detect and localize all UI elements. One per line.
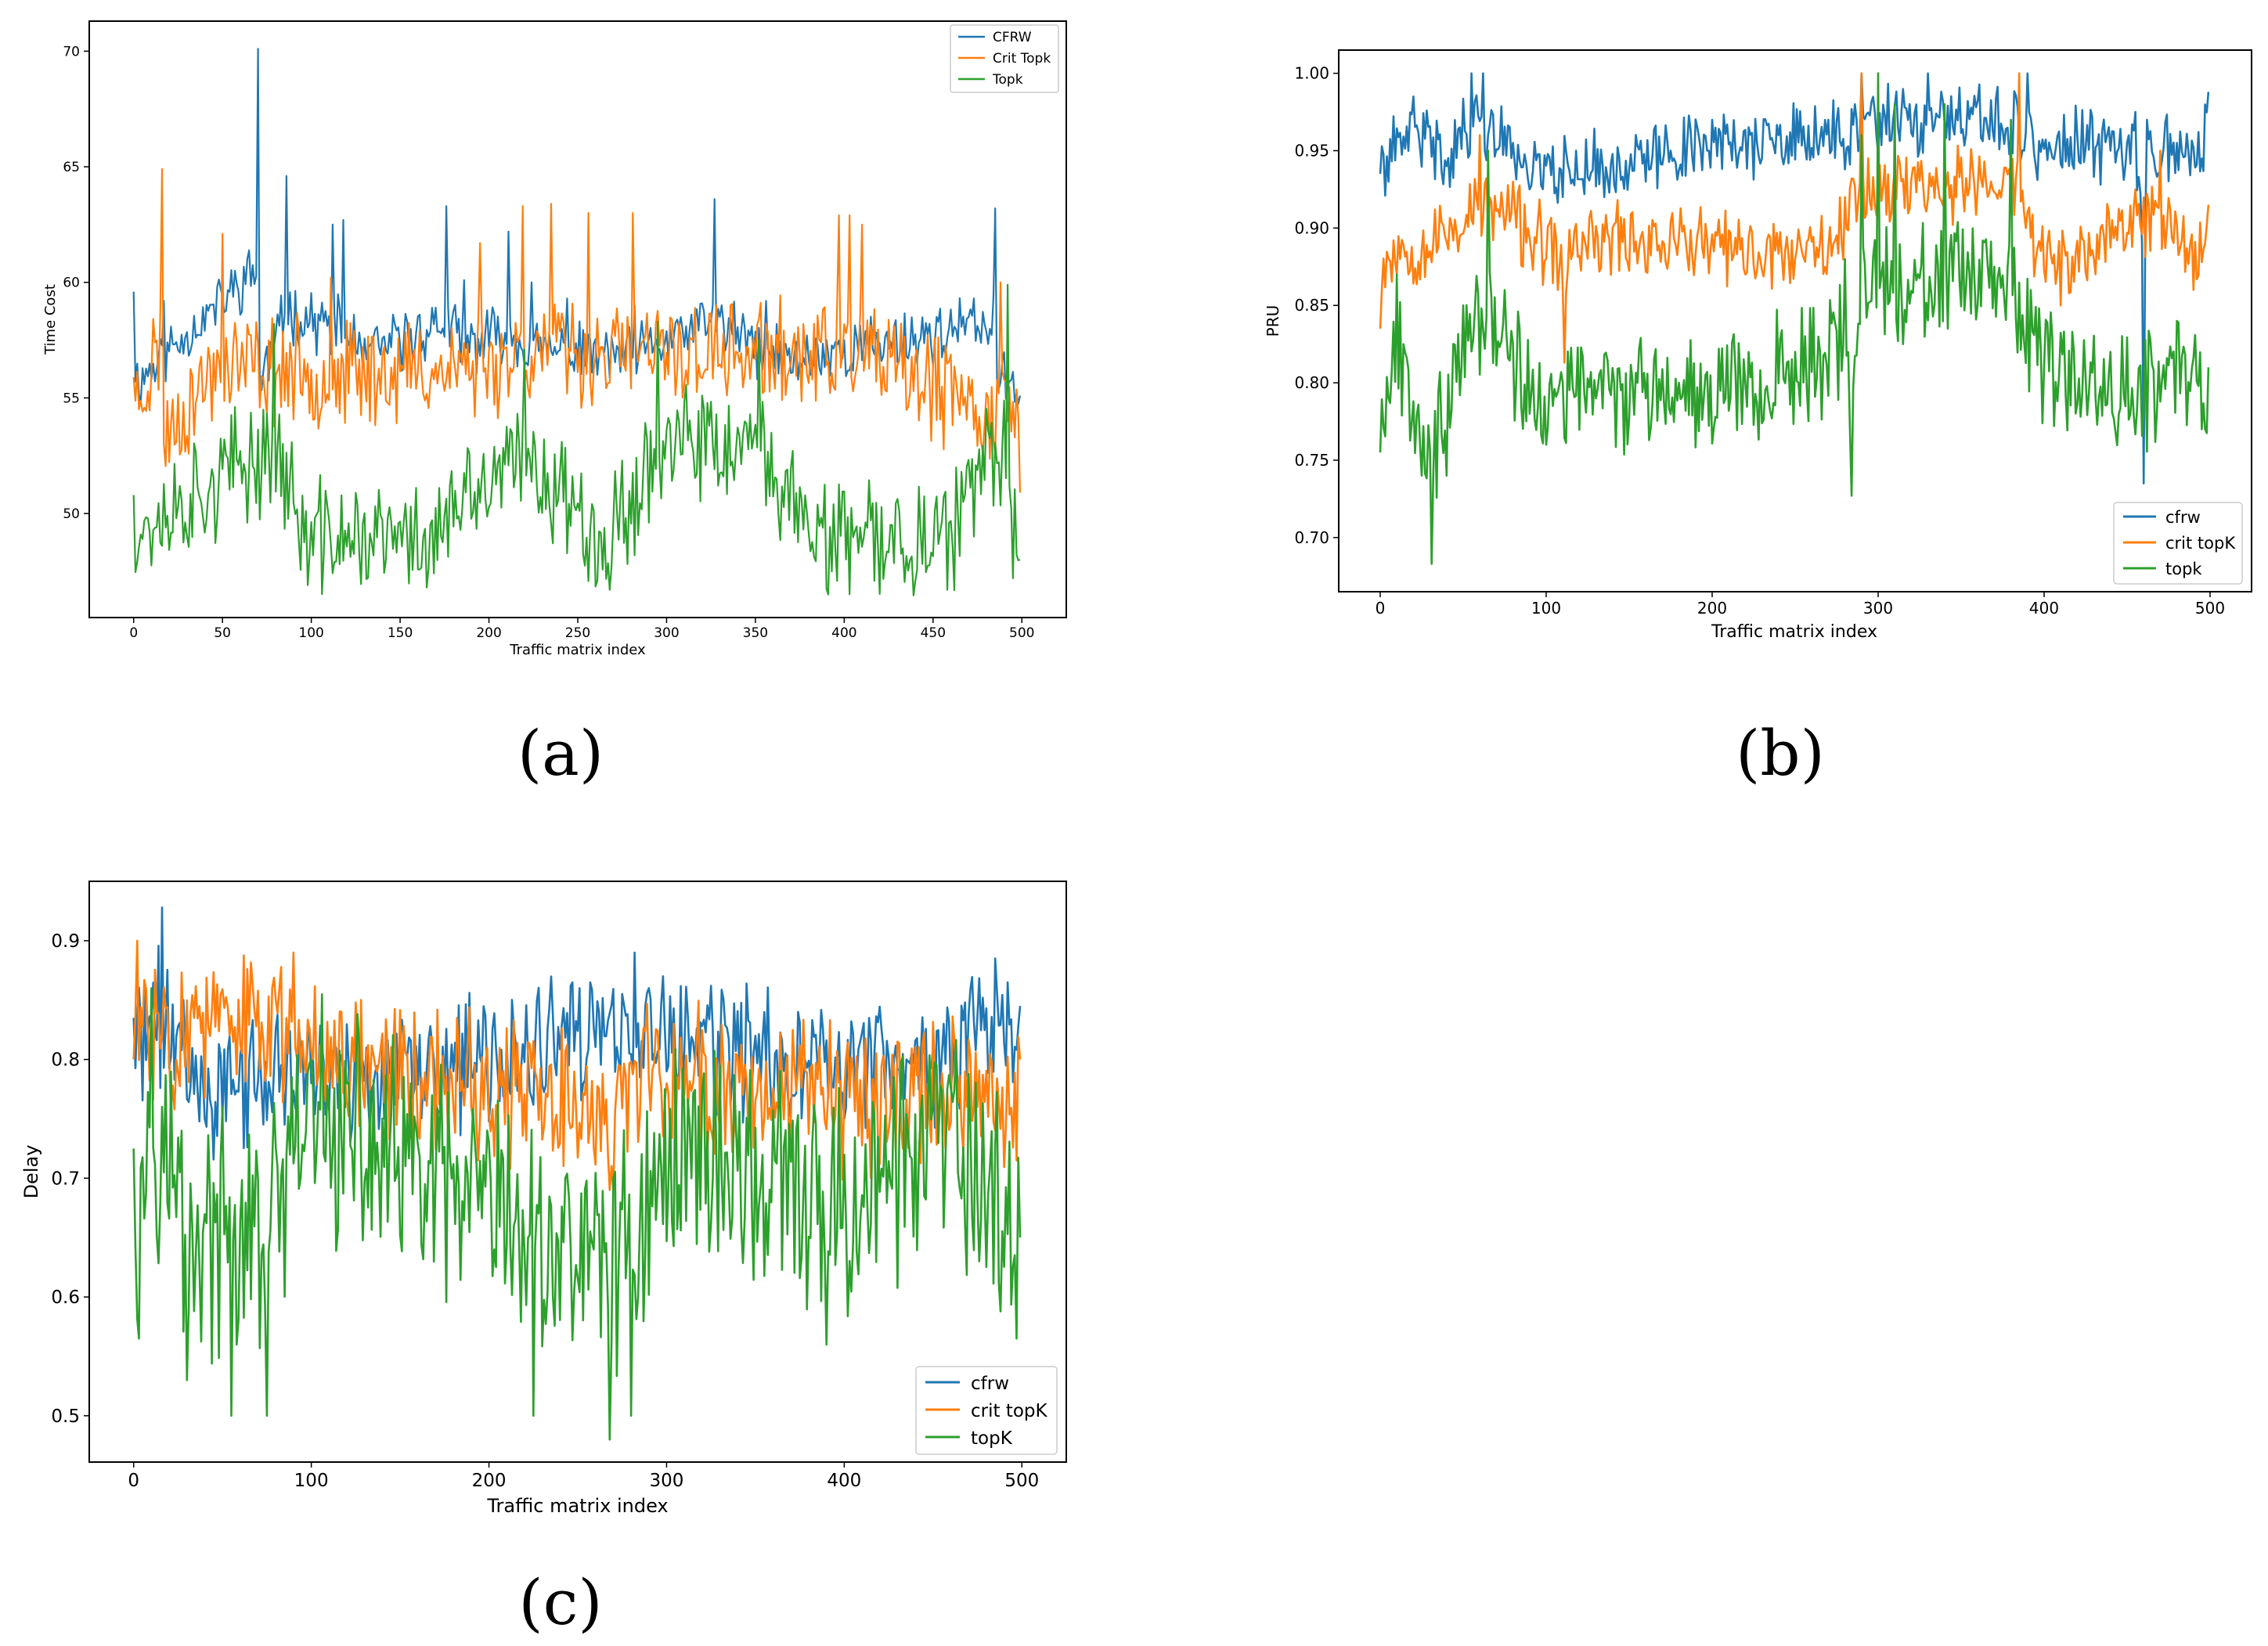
legend-label-cfrw-c: cfrw — [971, 1374, 1009, 1394]
x-tick-label-a: 500 — [1009, 625, 1034, 641]
legend-label-topk-c: topK — [971, 1428, 1013, 1449]
legend-label-crit-topk-c: crit topK — [971, 1401, 1048, 1421]
y-tick-label-b: 0.80 — [1294, 373, 1329, 392]
series-line-crit-topk-b — [1379, 72, 2210, 364]
legend-label-crit-topk-a: Crit Topk — [993, 51, 1051, 67]
x-tick-label-c: 500 — [1004, 1471, 1039, 1491]
series-line-topk-a — [132, 283, 1021, 596]
x-tick-label-a: 400 — [831, 625, 856, 641]
y-axis-label-b: PRU — [1264, 305, 1282, 337]
x-ticks-a: 0 50 100 150 200 250 300 350 400 450 500 — [129, 618, 1034, 641]
legend-a: CFRW Crit Topk Topk — [950, 24, 1059, 93]
legend-label-topk-b: topk — [2165, 560, 2202, 578]
x-tick-label-c: 300 — [650, 1471, 684, 1491]
y-ticks-b: 0.70 0.75 0.80 0.85 0.90 0.95 1.00 — [1294, 64, 1339, 547]
y-tick-label-b: 1.00 — [1294, 64, 1329, 83]
y-axis-label-a: Time Cost — [42, 284, 59, 355]
series-line-crit-topk-c — [132, 939, 1022, 1191]
series-layer-c — [132, 906, 1022, 1441]
x-tick-label-c: 400 — [827, 1471, 861, 1491]
legend-label-cfrw-a: CFRW — [993, 30, 1032, 45]
x-tick-label-b: 300 — [1863, 599, 1893, 618]
series-layer-b — [1379, 72, 2210, 565]
x-tick-label-a: 300 — [654, 625, 679, 641]
legend-label-cfrw-b: cfrw — [2165, 508, 2201, 527]
y-tick-label-a: 60 — [63, 276, 80, 291]
y-ticks-c: 0.5 0.6 0.7 0.8 0.9 — [51, 931, 89, 1427]
x-tick-label-a: 350 — [743, 625, 768, 641]
x-tick-label-b: 400 — [2029, 599, 2059, 618]
panel-label-b: (b) — [1736, 717, 1825, 790]
y-tick-label-a: 70 — [63, 44, 80, 59]
x-tick-label-a: 50 — [214, 625, 231, 641]
legend-box-b — [2113, 502, 2243, 585]
x-tick-label-a: 250 — [565, 625, 590, 641]
panel-label-a: (a) — [517, 717, 604, 790]
chart-panel-c: 0 100 200 300 400 500 0.5 0.6 0.7 0.8 0.9 Traffic… — [20, 881, 1067, 1517]
y-ticks-a: 50 55 60 65 70 — [63, 44, 89, 522]
plot-frame-c — [88, 881, 1067, 1463]
y-tick-label-b: 0.70 — [1294, 528, 1329, 547]
y-tick-label-c: 0.7 — [51, 1169, 80, 1189]
y-axis-label-c: Delay — [20, 1145, 42, 1199]
series-layer-a — [132, 48, 1022, 596]
y-tick-label-b: 0.75 — [1294, 451, 1329, 470]
legend-label-topk-a: Topk — [992, 72, 1023, 88]
x-tick-label-b: 500 — [2195, 599, 2225, 618]
x-ticks-c: 0 100 200 300 400 500 — [128, 1462, 1039, 1491]
panel-label-c: (c) — [518, 1566, 602, 1639]
x-axis-label-c: Traffic matrix index — [486, 1495, 668, 1517]
series-line-topk-c — [132, 987, 1022, 1441]
series-line-topk-b — [1379, 72, 2210, 565]
y-tick-label-a: 50 — [63, 506, 80, 522]
series-line-cfrw-b — [1379, 72, 2210, 484]
legend-label-crit-topk-b: crit topK — [2165, 534, 2236, 553]
x-tick-label-c: 200 — [472, 1471, 507, 1491]
y-tick-label-a: 65 — [63, 160, 80, 175]
y-tick-label-b: 0.90 — [1294, 218, 1329, 237]
x-tick-label-a: 150 — [388, 625, 413, 641]
y-tick-label-a: 55 — [63, 391, 80, 406]
y-tick-label-b: 0.85 — [1294, 296, 1329, 315]
y-tick-label-c: 0.8 — [51, 1050, 80, 1071]
x-tick-label-a: 200 — [476, 625, 501, 641]
x-tick-label-b: 100 — [1531, 599, 1561, 618]
chart-panel-a: 0 50 100 150 200 250 300 350 400 450 500 50 55 60 65 7… — [42, 20, 1067, 658]
plot-frame-b — [1338, 49, 2252, 592]
x-tick-label-c: 100 — [294, 1471, 329, 1491]
y-tick-label-b: 0.95 — [1294, 142, 1329, 160]
x-tick-label-c: 0 — [128, 1471, 139, 1491]
x-ticks-b: 0 100 200 300 400 500 — [1376, 592, 2225, 618]
y-tick-label-c: 0.5 — [51, 1406, 80, 1427]
legend-c: cfrw crit topK topK — [915, 1366, 1058, 1455]
x-axis-label-b: Traffic matrix index — [1711, 622, 1877, 642]
x-tick-label-a: 0 — [129, 625, 138, 641]
y-tick-label-c: 0.6 — [51, 1288, 80, 1308]
legend-box-c — [915, 1366, 1058, 1455]
x-axis-label-a: Traffic matrix index — [509, 642, 646, 658]
x-tick-label-a: 100 — [298, 625, 323, 641]
legend-box-a — [950, 24, 1059, 93]
series-line-crit-topk-a — [132, 167, 1022, 493]
y-tick-label-c: 0.9 — [51, 931, 80, 952]
x-tick-label-b: 0 — [1376, 599, 1386, 618]
chart-panel-b: 0 100 200 300 400 500 0.70 0.75 0.80 0.85 0.90 0.9… — [1264, 49, 2252, 642]
x-tick-label-a: 450 — [921, 625, 946, 641]
x-tick-label-b: 200 — [1697, 599, 1727, 618]
legend-b: cfrw crit topK topk — [2113, 502, 2243, 585]
